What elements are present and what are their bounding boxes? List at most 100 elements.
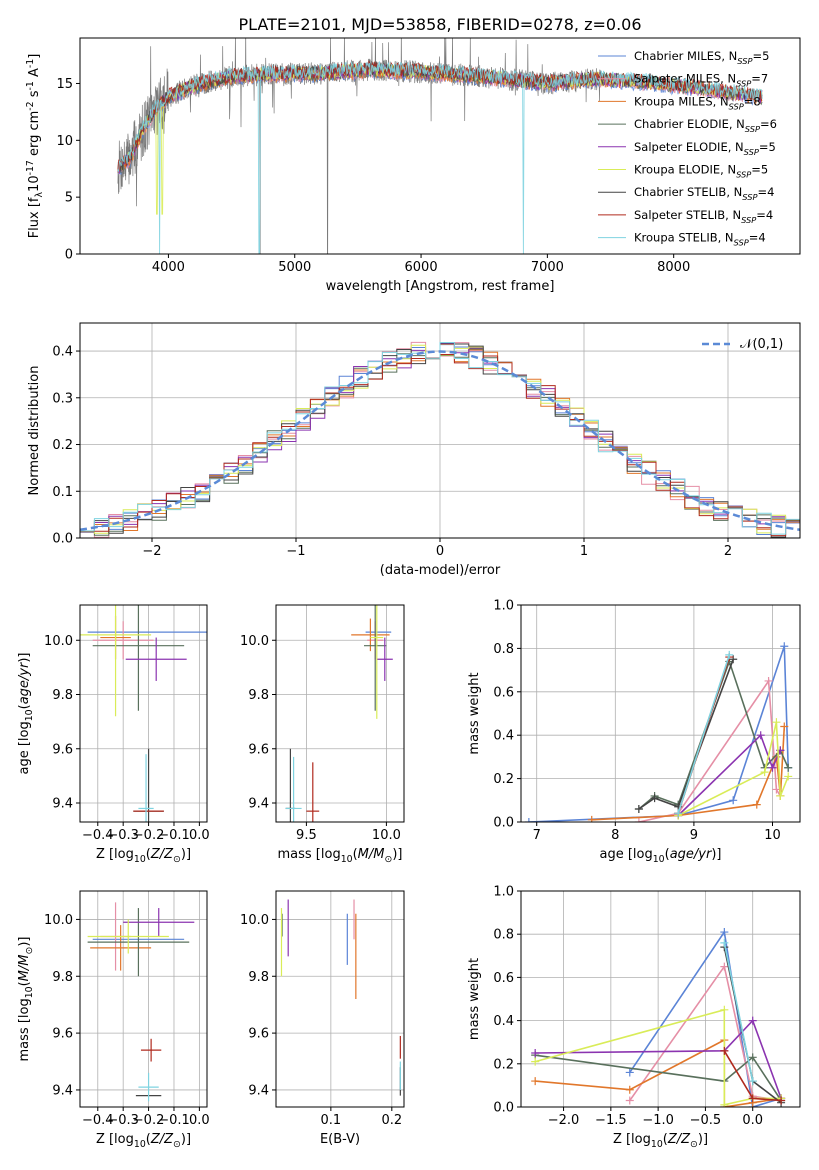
label-fragment: mass weight	[467, 958, 482, 1040]
label-fragment: Z [log	[613, 1132, 651, 1147]
data-point-marker	[760, 768, 769, 777]
label-fragment: age [log	[599, 847, 652, 862]
x-tick-label: 0.0	[189, 828, 210, 843]
label-fragment: Normed distribution	[27, 366, 42, 496]
data-point-marker	[634, 818, 643, 822]
y-tick-label: 10.0	[44, 913, 73, 928]
x-tick-label: 9	[690, 828, 698, 843]
y-tick-label: 0	[65, 248, 73, 263]
label-fragment: Salpeter STELIB, N	[634, 208, 741, 222]
data-point-marker	[776, 791, 785, 800]
data-point-marker	[784, 772, 793, 781]
label-fragment: SSP	[744, 147, 759, 157]
data-point-marker	[531, 1077, 540, 1086]
label-fragment: mass [log	[17, 998, 32, 1061]
label-fragment: Chabrier ELODIE, N	[634, 117, 745, 131]
label-fragment: =5	[759, 140, 776, 154]
label-fragment: Flux [f	[27, 197, 42, 238]
data-point-marker	[729, 796, 738, 805]
y-tick-label: 10.0	[240, 634, 269, 649]
model-spectrum	[117, 61, 763, 254]
label-fragment: SSP	[736, 79, 751, 89]
label-fragment: Salpeter MILES, N	[634, 72, 736, 86]
weight-line	[535, 1019, 782, 1099]
label-fragment: SSP	[729, 101, 744, 111]
label-fragment: ]	[27, 54, 42, 59]
label-fragment: )]	[711, 847, 721, 862]
weight-line	[535, 1054, 782, 1101]
x-tick-label: −2.0	[548, 1113, 580, 1128]
plot-area	[276, 605, 404, 822]
y-tick-label: 0.2	[493, 1057, 514, 1072]
axes-frame	[275, 890, 405, 1108]
x-axis-label: mass [log10(M/M⊙)]	[278, 847, 403, 865]
data-point-marker	[720, 1100, 729, 1107]
data-point-marker	[720, 1005, 729, 1014]
plot-area	[521, 891, 800, 1107]
data-point-marker	[748, 1077, 757, 1086]
data-point-marker	[625, 1096, 634, 1105]
label-fragment: (	[353, 847, 358, 862]
label-fragment: =7	[751, 72, 768, 86]
y-tick-label: 1.0	[493, 599, 514, 614]
y-tick-label: 0.3	[52, 391, 73, 406]
x-tick-label: 1	[580, 544, 588, 559]
label-fragment: (	[17, 704, 32, 709]
label-fragment: -1	[25, 59, 36, 68]
y-tick-label: 9.4	[248, 797, 269, 812]
label-fragment: λ	[34, 191, 45, 197]
axes-frame	[520, 604, 801, 823]
label-fragment: Kroupa ELODIE, N	[634, 163, 736, 177]
y-tick-label: 10.0	[240, 913, 269, 928]
y-tick-label: 9.8	[52, 970, 73, 985]
x-tick-label: 0.1	[321, 1113, 342, 1128]
model-spectrum	[117, 60, 763, 172]
x-tick-label: 2	[724, 544, 732, 559]
data-point-marker	[777, 1096, 786, 1105]
plot-area	[80, 891, 207, 1107]
label-fragment: A	[27, 68, 42, 81]
panel-residuals: 𝒩(0,1) −2 −1 0 1 2 0.0 0.1 0.2 0.3 0.4 (data-model)…	[27, 322, 801, 578]
x-tick-label: −0.5	[690, 1113, 722, 1128]
legend-label: Chabrier ELODIE, NSSP=6	[634, 117, 777, 134]
x-tick-label: −1.5	[595, 1113, 627, 1128]
y-tick-label: 9.4	[248, 1083, 269, 1098]
legend-label: 𝒩(0,1)	[740, 337, 783, 352]
x-axis-label: wavelength [Angstrom, rest frame]	[326, 279, 555, 294]
y-axis-label: mass weight	[467, 672, 482, 754]
data-point-marker	[720, 1046, 729, 1055]
y-tick-label: 5	[65, 191, 73, 206]
label-fragment: Kroupa STELIB, N	[634, 231, 734, 245]
y-tick-label: 15	[56, 77, 73, 92]
chart-title: PLATE=2101, MJD=53858, FIBERID=0278, z=0…	[238, 15, 641, 34]
x-tick-label: 0.0	[742, 1113, 763, 1128]
data-point-marker	[756, 731, 765, 740]
legend-label: Salpeter ELODIE, NSSP=5	[634, 140, 776, 157]
axes-frame	[520, 890, 801, 1108]
data-point-marker	[634, 804, 643, 813]
label-fragment: ⊙	[384, 854, 392, 865]
label-fragment: =5	[751, 163, 768, 177]
data-point-marker	[752, 800, 761, 809]
legend-label: Salpeter STELIB, NSSP=4	[634, 208, 773, 225]
y-tick-label: 0.0	[493, 816, 514, 831]
label-fragment: erg cm	[27, 111, 42, 160]
label-fragment: =5	[752, 49, 769, 63]
y-tick-label: 0.6	[493, 685, 514, 700]
y-tick-label: 1.0	[493, 885, 514, 900]
y-axis-label: Normed distribution	[27, 366, 42, 496]
y-tick-label: 9.8	[248, 688, 269, 703]
y-tick-label: 0.0	[493, 1101, 514, 1116]
y-tick-label: 0.8	[493, 928, 514, 943]
data-point-marker	[729, 655, 738, 664]
y-tick-label: 10	[56, 134, 73, 149]
label-fragment: )]	[392, 847, 402, 862]
label-fragment: Z/Z	[150, 847, 174, 862]
plot-area	[521, 605, 800, 822]
y-tick-label: 10.0	[44, 634, 73, 649]
axes-frame	[79, 890, 208, 1108]
y-tick-label: 0.0	[52, 532, 73, 547]
y-tick-label: 0.1	[52, 485, 73, 500]
x-tick-label: −0.2	[133, 1113, 165, 1128]
x-axis-label: age [log10(age/yr)]	[599, 847, 721, 865]
